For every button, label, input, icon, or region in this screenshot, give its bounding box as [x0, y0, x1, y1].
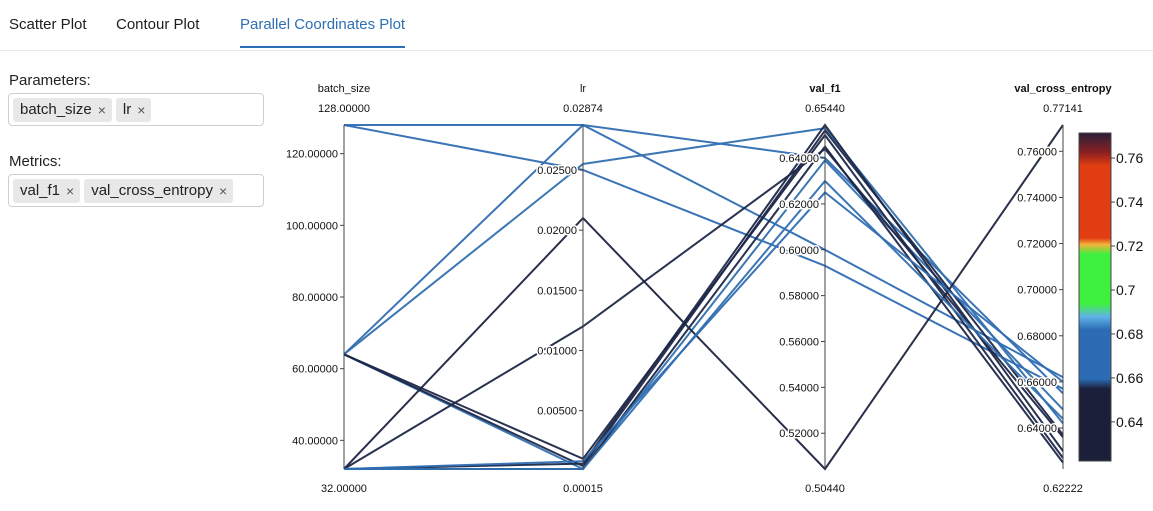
chip-val-f1: val_f1 × — [13, 178, 81, 203]
data-line-8 — [343, 147, 1064, 470]
axis-tick-label-3-4: 0.72000 — [1017, 239, 1057, 251]
axis-max-label-0: 128.00000 — [318, 103, 370, 115]
chip-label: val_cross_entropy — [91, 182, 213, 199]
remove-icon[interactable]: × — [137, 101, 146, 118]
axis-tick-label-3-0: 0.64000 — [1017, 423, 1057, 435]
axis-tick-label-0-0: 40.00000 — [292, 435, 338, 447]
chip-label: lr — [122, 101, 132, 118]
tab-parallel-coordinates-plot[interactable]: Parallel Coordinates Plot — [240, 16, 406, 48]
colorbar-tick-label-3: 0.7 — [1116, 282, 1136, 298]
chip-label: batch_size — [20, 101, 92, 118]
remove-icon[interactable]: × — [66, 182, 75, 199]
chip-lr: lr × — [115, 97, 152, 122]
axis-tick-label-1-4: 0.02500 — [537, 165, 577, 177]
axis-title-2[interactable]: val_f1 — [809, 83, 840, 95]
colorbar-tick-label-1: 0.66 — [1116, 370, 1143, 386]
remove-icon[interactable]: × — [218, 182, 228, 199]
axis-tick-label-2-6: 0.64000 — [779, 153, 819, 165]
chip-batch-size: batch_size × — [13, 97, 112, 122]
chip-label: val_f1 — [20, 182, 61, 199]
data-line-1 — [343, 124, 1064, 390]
axis-tick-label-1-1: 0.01000 — [537, 345, 577, 357]
axis-tick-label-2-5: 0.62000 — [779, 199, 819, 211]
parameters-select[interactable]: batch_size × lr × — [8, 93, 264, 126]
axis-tick-label-1-2: 0.01500 — [537, 285, 577, 297]
axis-max-label-1: 0.02874 — [563, 103, 603, 115]
axis-tick-label-3-3: 0.70000 — [1017, 285, 1057, 297]
chip-val-cross-entropy: val_cross_entropy × — [84, 178, 234, 203]
data-line-11 — [344, 179, 1064, 470]
tab-contour-plot[interactable]: Contour Plot — [116, 16, 200, 33]
axis-tick-label-3-5: 0.74000 — [1017, 192, 1057, 204]
metrics-label: Metrics: — [9, 153, 62, 170]
colorbar-tick-label-4: 0.72 — [1116, 238, 1143, 254]
data-line-2 — [343, 123, 1064, 395]
axis-min-label-0: 32.00000 — [321, 483, 367, 495]
axis-tick-label-0-1: 60.00000 — [292, 364, 338, 376]
axis-tick-label-2-2: 0.56000 — [779, 336, 819, 348]
axis-tick-label-0-3: 100.00000 — [286, 220, 338, 232]
axis-tick-label-1-0: 0.00500 — [537, 406, 577, 418]
colorbar-tick-label-0: 0.64 — [1116, 414, 1143, 430]
axis-title-3[interactable]: val_cross_entropy — [1014, 83, 1112, 95]
axis-max-label-2: 0.65440 — [805, 103, 845, 115]
data-line-3 — [343, 127, 1064, 425]
colorbar-tick-label-5: 0.74 — [1116, 194, 1143, 210]
tab-bar: Scatter Plot Contour Plot Parallel Coord… — [0, 0, 1153, 51]
axis-tick-label-2-4: 0.60000 — [779, 245, 819, 257]
colorbar-tick-label-2: 0.68 — [1116, 326, 1143, 342]
tab-scatter-plot[interactable]: Scatter Plot — [9, 16, 87, 33]
data-line-4 — [343, 158, 1064, 471]
colorbar — [1078, 132, 1112, 462]
data-line-12 — [343, 191, 1064, 470]
axis-tick-label-2-1: 0.54000 — [779, 382, 819, 394]
remove-icon[interactable]: × — [97, 101, 106, 118]
axis-title-1[interactable]: lr — [580, 83, 586, 95]
metrics-select[interactable]: val_f1 × val_cross_entropy × — [8, 174, 264, 207]
axis-tick-label-2-0: 0.52000 — [779, 428, 819, 440]
axis-title-0[interactable]: batch_size — [318, 83, 371, 95]
axis-tick-label-0-4: 120.00000 — [286, 149, 338, 161]
axis-max-label-3: 0.77141 — [1043, 103, 1083, 115]
parameters-label: Parameters: — [9, 72, 91, 89]
axis-tick-label-3-1: 0.66000 — [1017, 377, 1057, 389]
axis-tick-label-3-6: 0.76000 — [1017, 146, 1057, 158]
axis-tick-label-2-3: 0.58000 — [779, 291, 819, 303]
axis-tick-label-1-3: 0.02000 — [537, 225, 577, 237]
colorbar-tick-label-6: 0.76 — [1116, 150, 1143, 166]
axis-tick-label-0-2: 80.00000 — [292, 292, 338, 304]
axis-min-label-2: 0.50440 — [805, 483, 845, 495]
axis-tick-label-3-2: 0.68000 — [1017, 331, 1057, 343]
data-line-7 — [343, 124, 1064, 471]
data-line-0 — [344, 124, 1064, 379]
axis-min-label-1: 0.00015 — [563, 483, 603, 495]
axis-min-label-3: 0.62222 — [1043, 483, 1083, 495]
